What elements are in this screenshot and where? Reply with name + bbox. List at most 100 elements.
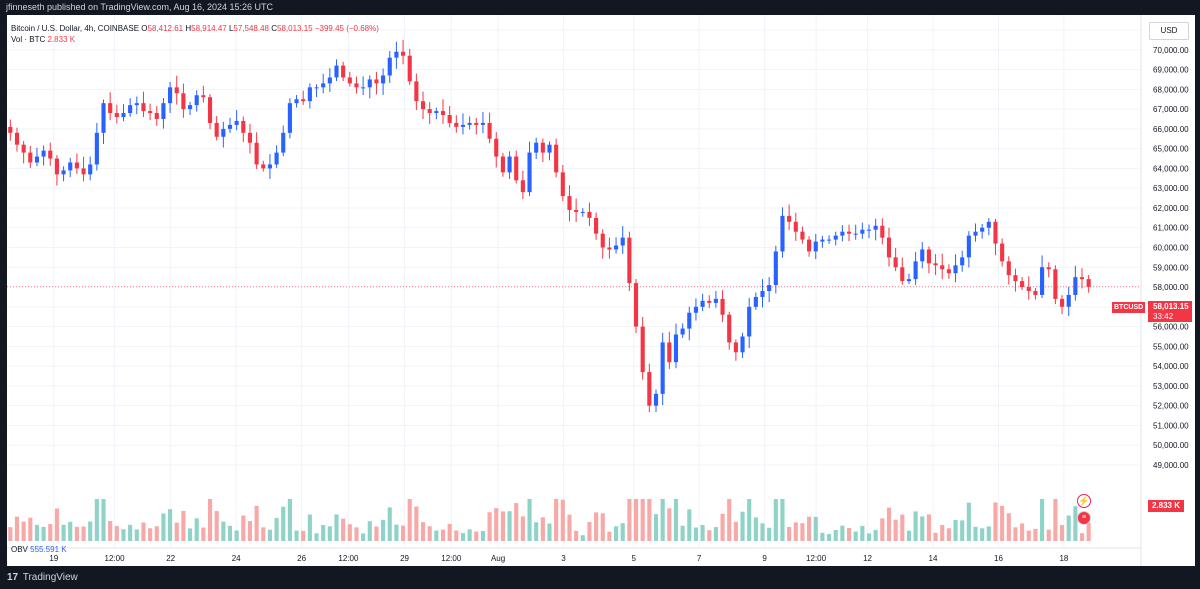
volume-bar — [614, 526, 619, 541]
volume-bar — [587, 522, 592, 541]
volume-bar — [1040, 499, 1045, 541]
candle — [161, 98, 166, 129]
price-tick-label: 56,000.00 — [1153, 323, 1189, 332]
volume-bar — [327, 526, 332, 541]
volume-bar — [41, 526, 46, 541]
candle — [134, 96, 139, 115]
candle-body — [800, 231, 805, 240]
volume-bar — [933, 532, 938, 541]
candle — [74, 153, 79, 174]
candle — [1000, 238, 1005, 267]
us-flag-icon[interactable]: ≡ — [1077, 511, 1091, 525]
volume-bar — [986, 526, 991, 541]
volume-bar — [1059, 524, 1065, 541]
volume-bar — [1073, 506, 1078, 541]
candle — [187, 101, 193, 115]
volume-bar — [787, 526, 792, 541]
candle-body — [913, 261, 918, 280]
obv-label[interactable]: OBV — [11, 545, 28, 554]
volume-bar — [307, 514, 312, 541]
currency-button[interactable]: USD — [1149, 22, 1189, 40]
volume-bar — [594, 512, 599, 541]
price-tick-label: 62,000.00 — [1153, 204, 1189, 213]
candle-body — [414, 81, 419, 102]
volume-bar — [454, 530, 459, 541]
candle — [647, 363, 652, 413]
candle — [687, 306, 692, 341]
candle-body — [68, 162, 73, 171]
candle-body — [880, 225, 885, 238]
price-tick-label: 70,000.00 — [1153, 46, 1189, 55]
volume-bar — [960, 520, 965, 541]
time-tick-label: 12:00 — [105, 554, 126, 563]
volume-bar — [1046, 529, 1051, 541]
candle-body — [840, 231, 845, 236]
candle-body — [707, 300, 712, 303]
volume-bar — [474, 531, 479, 541]
volume-bar — [500, 511, 505, 541]
candle — [154, 106, 159, 126]
candle — [727, 311, 732, 350]
volume-bar — [121, 529, 126, 541]
price-tick-label: 68,000.00 — [1153, 85, 1189, 94]
tradingview-logo[interactable]: 17 — [7, 572, 19, 583]
candle-body — [720, 298, 725, 315]
legend-volume-line: Vol · BTC 2.833 K — [11, 34, 379, 45]
volume-bar — [540, 517, 545, 541]
volume-bar — [893, 519, 898, 541]
candle-body — [154, 113, 159, 119]
volume-bar — [727, 499, 732, 541]
volume-bars — [8, 499, 1091, 541]
candle — [760, 279, 765, 308]
volume-bar — [334, 514, 339, 541]
candle — [141, 91, 146, 117]
candle-body — [1020, 281, 1025, 288]
chart-panel[interactable]: 49,000.00 50,000.00 51,000.00 52,000.00 53,0… — [7, 15, 1195, 566]
legend-volume-label[interactable]: Vol · BTC — [11, 35, 46, 44]
candle-body — [693, 306, 699, 313]
volume-bar — [414, 506, 419, 541]
price-tick-label: 69,000.00 — [1153, 66, 1189, 75]
volume-bar — [534, 522, 539, 541]
volume-bar — [74, 526, 79, 541]
candle-body — [221, 128, 226, 137]
candle — [807, 236, 812, 257]
volume-bar — [514, 503, 519, 541]
candle — [913, 251, 918, 285]
candle — [221, 121, 226, 148]
symbol-price-label: BTCUSD — [1112, 302, 1146, 313]
volume-bar — [866, 533, 872, 541]
candle — [88, 156, 93, 181]
volume-bar — [287, 499, 292, 541]
candle-body — [733, 342, 738, 353]
candle — [68, 157, 73, 178]
footer-brand[interactable]: TradingView — [22, 572, 78, 583]
volume-bar — [693, 527, 699, 541]
candle-body — [440, 111, 446, 116]
volume-bar — [940, 524, 945, 541]
candle-body — [527, 152, 532, 193]
legend-high: 58,914.47 — [191, 24, 227, 33]
price-chart[interactable]: 49,000.00 50,000.00 51,000.00 52,000.00 53,0… — [7, 15, 1195, 566]
volume-bar — [261, 527, 266, 541]
candle — [520, 170, 525, 200]
candle — [207, 94, 213, 130]
candle-body — [454, 122, 459, 127]
candle-body — [607, 247, 612, 250]
candle — [500, 152, 505, 177]
candle-body — [314, 87, 319, 89]
candle — [387, 51, 392, 83]
volume-bar — [767, 527, 772, 541]
candle — [1020, 276, 1025, 291]
volume-bar — [554, 499, 559, 541]
candle — [733, 339, 738, 361]
candle — [633, 279, 639, 334]
candle-body — [594, 217, 599, 234]
legend-symbol[interactable]: Bitcoin / U.S. Dollar, 4h, COINBASE — [11, 24, 140, 33]
lightning-icon[interactable]: ⚡ — [1077, 494, 1091, 508]
candle — [873, 218, 878, 241]
volume-bar — [8, 527, 13, 541]
time-tick-label: 16 — [994, 554, 1003, 563]
candle-body — [301, 99, 306, 102]
bar-countdown: 33:42 — [1153, 312, 1174, 321]
